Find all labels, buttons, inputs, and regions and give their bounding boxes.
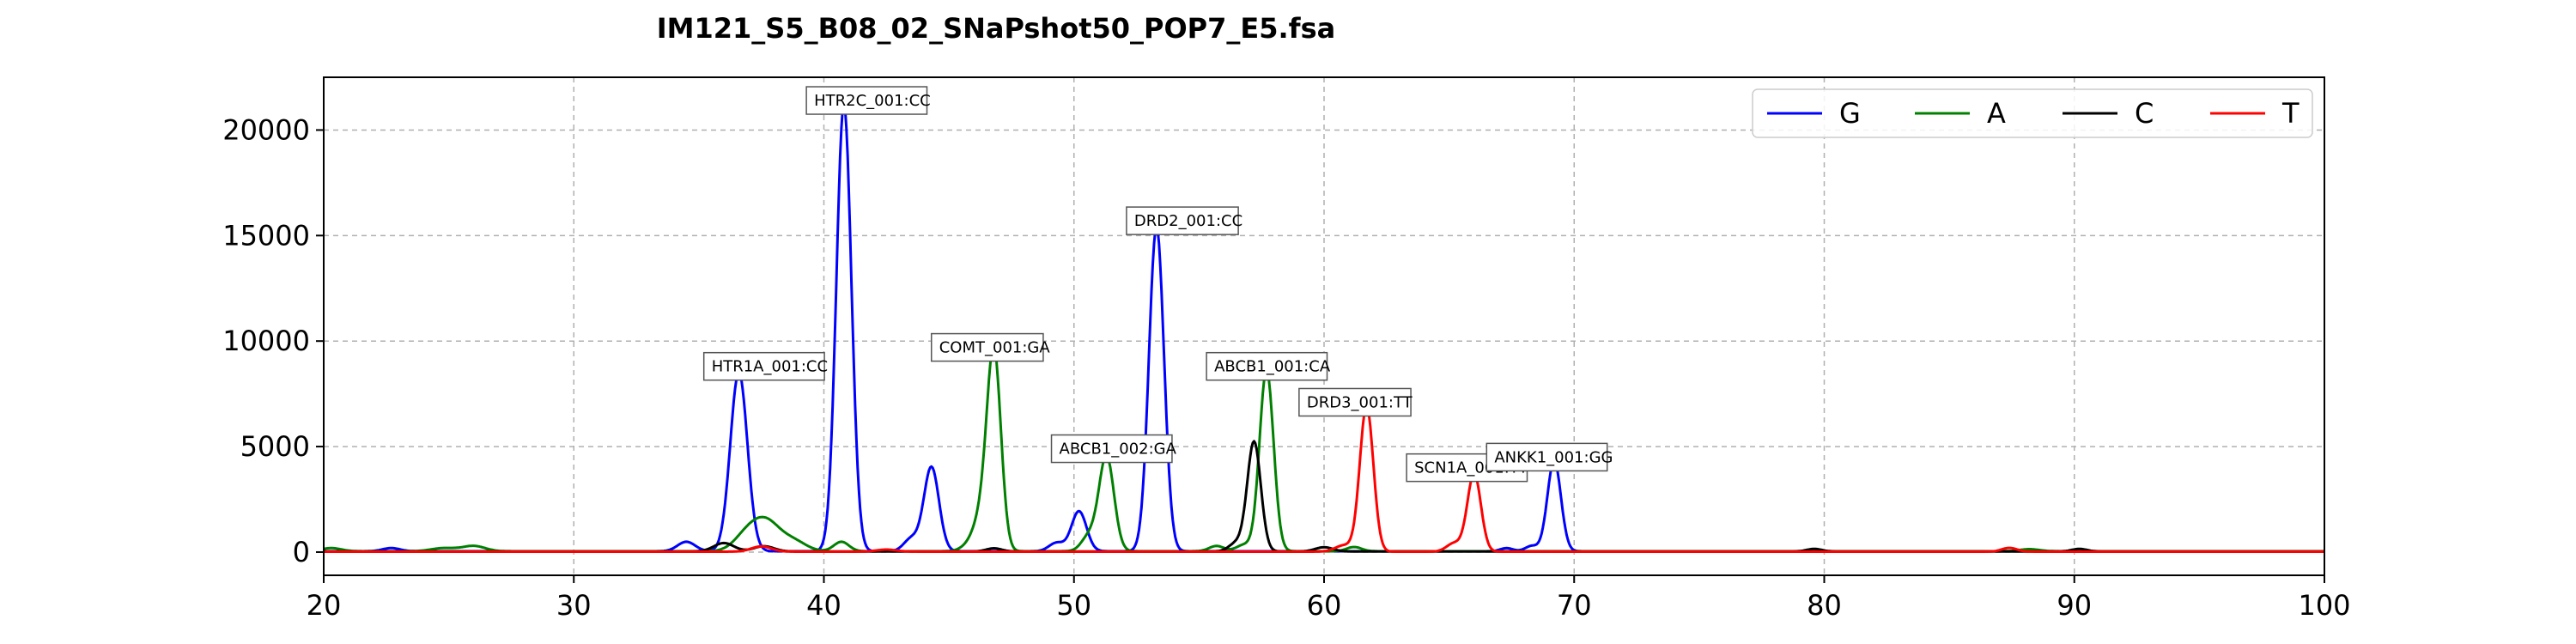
y-tick-label: 5000 [240, 430, 310, 463]
x-tick-label: 40 [806, 589, 841, 622]
peak-annotation: DRD3_001:TT [1298, 387, 1413, 417]
annotation-label: COMT_001:GA [939, 339, 1051, 357]
annotation-box [1206, 351, 1328, 381]
x-tick-label: 50 [1056, 589, 1091, 622]
y-tick-label: 15000 [222, 219, 310, 252]
annotation-box [805, 86, 928, 115]
legend-label: C [2135, 97, 2154, 130]
peak-annotation: HTR1A_001:CC [702, 351, 828, 381]
annotation-box [1485, 442, 1608, 472]
series-lines [323, 102, 2324, 553]
legend-label: G [1839, 97, 1861, 130]
annotation-label: DRD3_001:TT [1307, 393, 1413, 411]
chart-title: IM121_S5_B08_02_SNaPshot50_POP7_E5.fsa [657, 12, 1335, 45]
peak-annotation: ABCB1_001:CA [1206, 351, 1331, 381]
peak-annotation: COMT_001:GA [930, 332, 1051, 362]
peak-annotation: ABCB1_002:GA [1050, 434, 1177, 464]
plot-frame [323, 76, 2325, 576]
y-tick-label: 20000 [222, 113, 310, 146]
legend-frame [1752, 88, 2313, 138]
annotation-label: HTR1A_001:CC [712, 358, 828, 376]
x-tick-label: 20 [307, 589, 342, 622]
legend-label: A [1987, 97, 2006, 130]
peak-annotation: HTR2C_001:CC [805, 86, 931, 115]
annotation-label: HTR2C_001:CC [814, 92, 931, 110]
x-tick-label: 60 [1307, 589, 1342, 622]
x-tick-label: 30 [556, 589, 592, 622]
annotation-box [930, 332, 1044, 362]
legend-label: T [2281, 97, 2300, 130]
series-T-line [324, 404, 2324, 553]
annotation-label: ABCB1_001:CA [1214, 358, 1331, 376]
annotation-box [1126, 206, 1239, 235]
x-tick-label: 80 [1807, 589, 1842, 622]
annotation-box [1298, 387, 1412, 417]
annotation-box [702, 351, 825, 381]
x-tick-label: 70 [1557, 589, 1592, 622]
annotation-box [1050, 434, 1173, 464]
axis-ticks: 20 30 40 50 60 70 80 90 100 0 5000 10000 15000 20000 [222, 113, 2350, 622]
annotation-label: ABCB1_002:GA [1060, 440, 1177, 459]
annotation-label: ANKK1_001:GG [1494, 448, 1613, 466]
y-tick-label: 0 [293, 536, 310, 568]
x-tick-label: 100 [2298, 589, 2350, 622]
peak-annotation: ANKK1_001:GG [1485, 442, 1613, 472]
peak-annotations: HTR1A_001:CC HTR2C_001:CC COMT_001:GA ABCB1… [702, 86, 1613, 483]
annotation-label: DRD2_001:CC [1134, 212, 1242, 230]
peak-annotation: DRD2_001:CC [1126, 206, 1242, 235]
y-tick-label: 10000 [222, 325, 310, 357]
x-tick-label: 90 [2057, 589, 2092, 622]
